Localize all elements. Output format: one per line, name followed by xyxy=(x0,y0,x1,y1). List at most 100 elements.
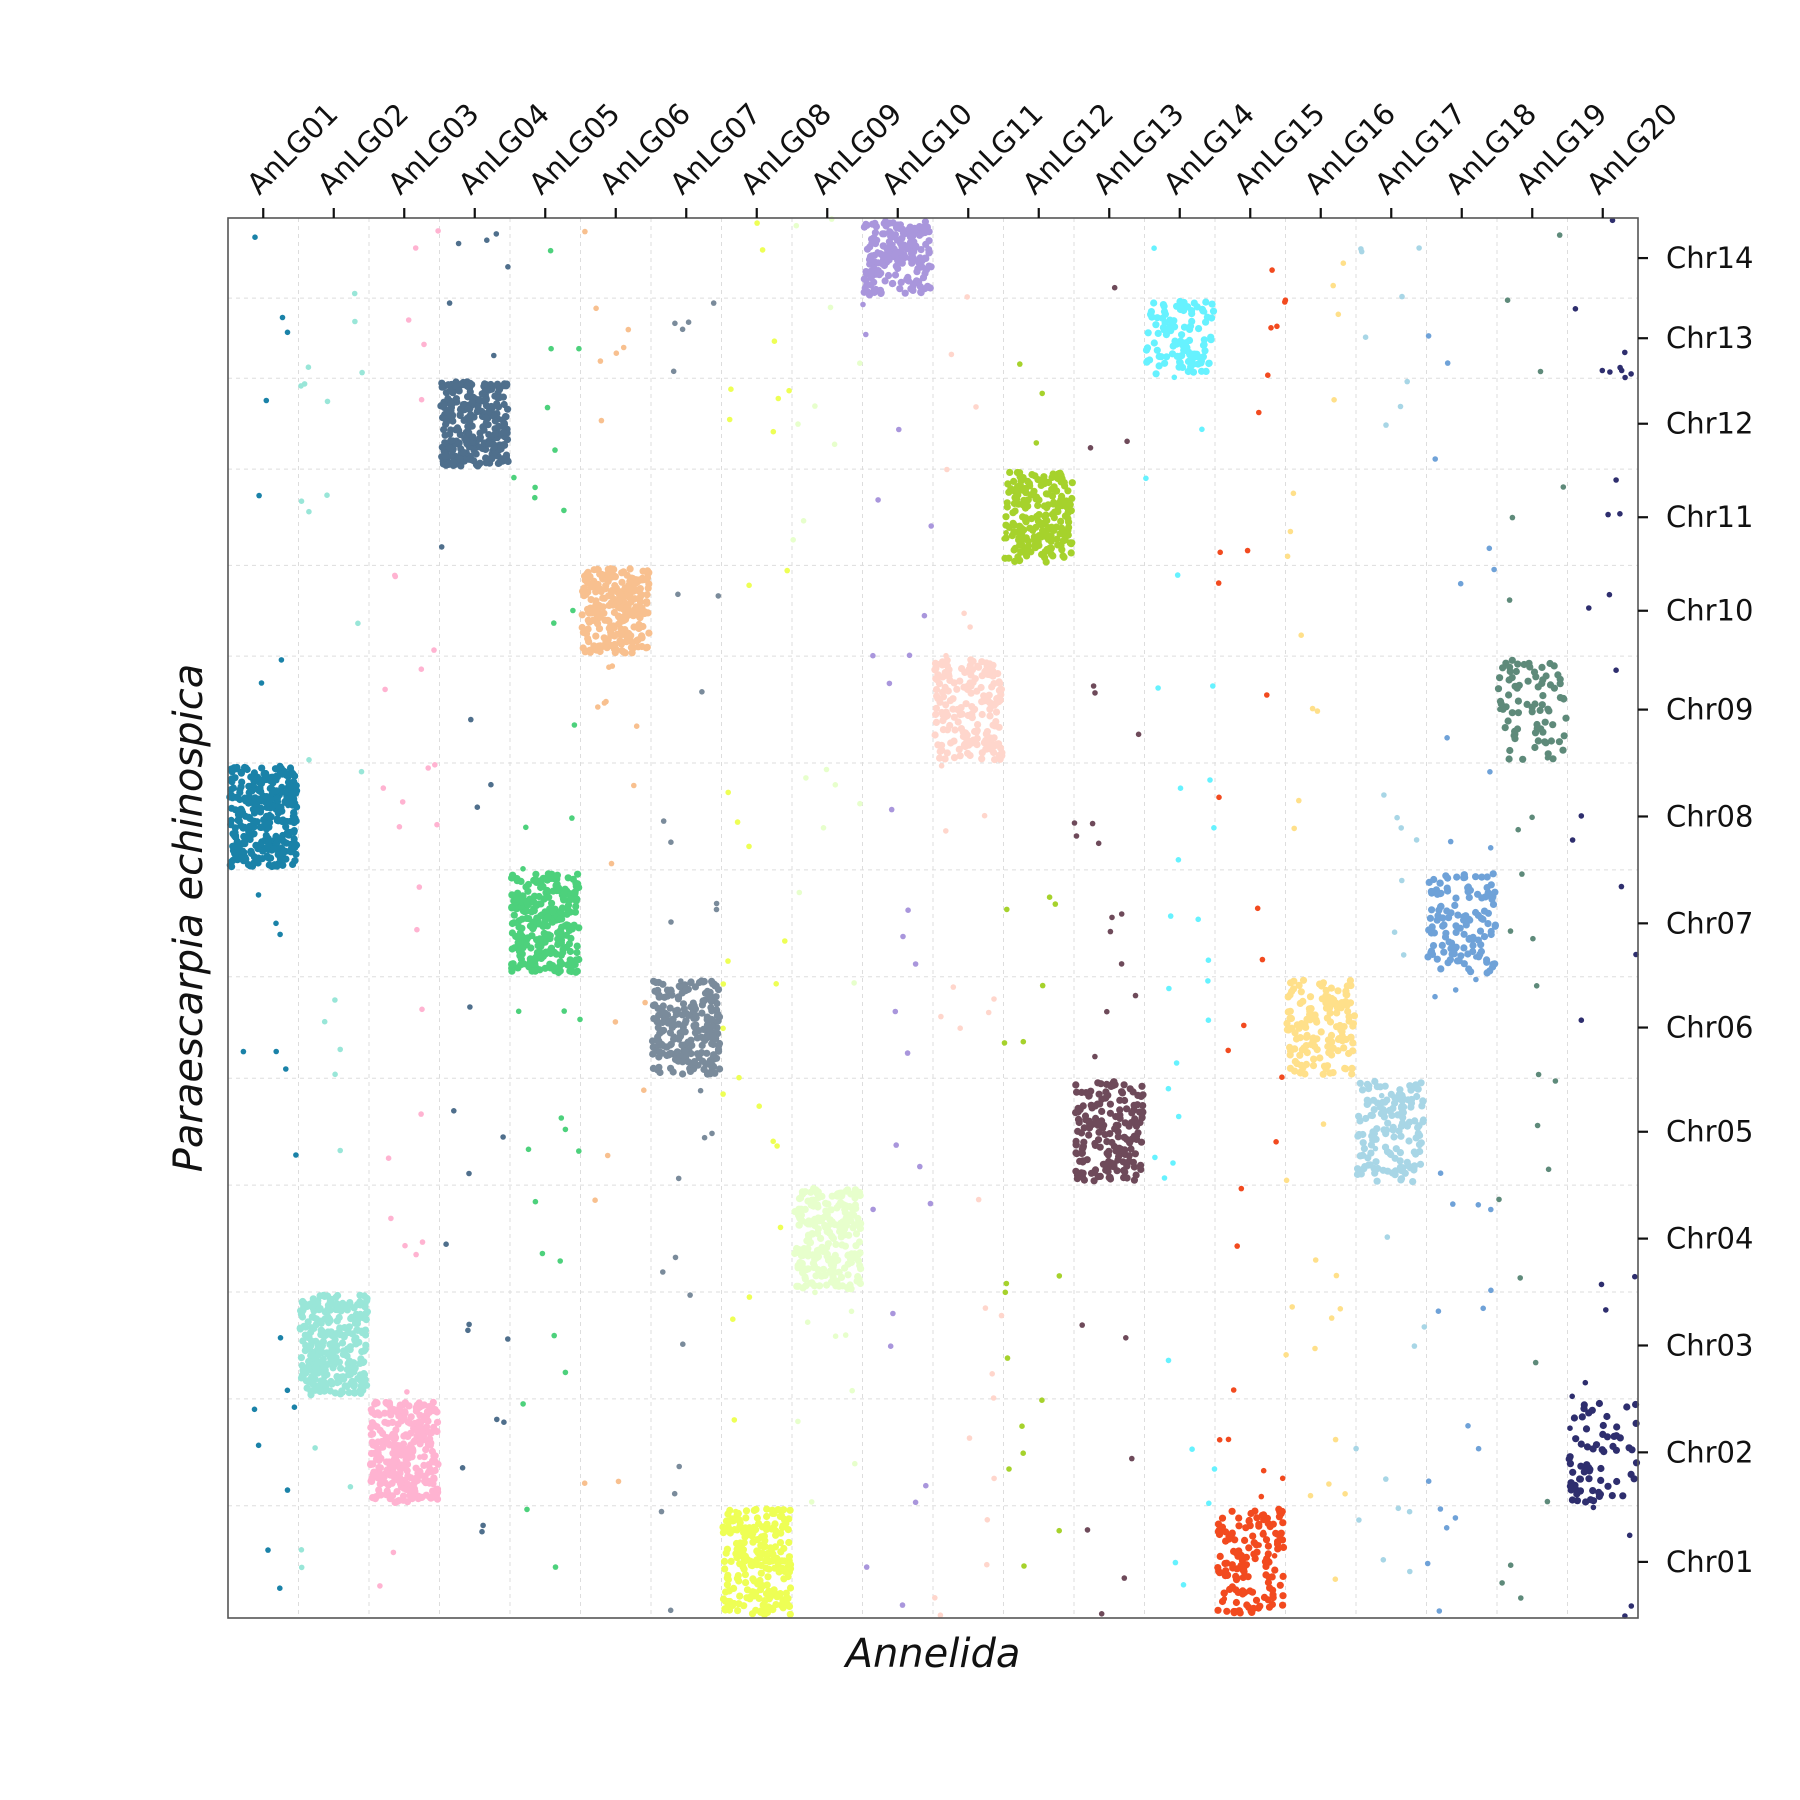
ortholog-point xyxy=(1443,1525,1450,1531)
ortholog-point xyxy=(598,417,605,424)
ortholog-point xyxy=(1032,523,1040,531)
ortholog-point xyxy=(432,762,438,768)
ortholog-point xyxy=(1123,1335,1129,1341)
ortholog-point xyxy=(735,1545,744,1553)
ortholog-point xyxy=(543,886,551,895)
ortholog-point xyxy=(644,584,652,592)
ortholog-point xyxy=(284,773,292,781)
ortholog-point xyxy=(1453,957,1462,965)
ortholog-point xyxy=(1109,914,1115,921)
ortholog-point xyxy=(1519,755,1527,763)
ortholog-point xyxy=(923,1482,929,1489)
ortholog-point xyxy=(1462,921,1470,929)
ortholog-point xyxy=(1080,1176,1088,1184)
ortholog-point xyxy=(1585,1464,1593,1472)
ortholog-point xyxy=(1160,325,1168,333)
ortholog-point xyxy=(383,1399,391,1408)
ortholog-point xyxy=(1400,952,1407,958)
ortholog-point xyxy=(763,1505,771,1513)
ortholog-point xyxy=(1415,1141,1424,1149)
ortholog-point xyxy=(946,697,955,705)
ortholog-point xyxy=(690,1058,699,1066)
ortholog-point xyxy=(916,231,924,239)
ortholog-point xyxy=(523,941,531,949)
ortholog-point xyxy=(1362,334,1369,341)
ortholog-point xyxy=(946,676,954,685)
ortholog-point xyxy=(1437,1506,1444,1512)
ortholog-point xyxy=(476,459,484,467)
ortholog-point xyxy=(817,1234,825,1242)
ortholog-point xyxy=(922,254,930,262)
ortholog-point xyxy=(1312,1345,1318,1352)
ortholog-point xyxy=(1628,1446,1636,1454)
ortholog-point xyxy=(1024,477,1032,485)
ortholog-point xyxy=(536,942,544,950)
ortholog-point xyxy=(629,612,637,620)
ortholog-point xyxy=(943,828,949,834)
ortholog-point xyxy=(685,1011,693,1020)
ortholog-point xyxy=(483,455,491,463)
ortholog-point xyxy=(1283,1026,1291,1034)
ortholog-point xyxy=(583,570,591,578)
ortholog-point xyxy=(446,444,454,452)
ortholog-point xyxy=(1284,1008,1292,1016)
ortholog-point xyxy=(1087,445,1094,451)
ortholog-point xyxy=(978,710,986,719)
ortholog-point xyxy=(1306,993,1315,1001)
ortholog-point xyxy=(1237,1562,1245,1570)
ortholog-point xyxy=(910,226,919,235)
ortholog-point xyxy=(964,294,970,300)
ortholog-point xyxy=(338,1339,347,1347)
ortholog-point xyxy=(1380,1109,1388,1117)
ortholog-point xyxy=(235,817,243,825)
ortholog-point xyxy=(967,656,975,664)
ortholog-point xyxy=(836,1227,844,1236)
ortholog-point xyxy=(1359,1130,1367,1139)
ortholog-point xyxy=(585,638,593,646)
ortholog-point xyxy=(1411,1343,1418,1349)
ortholog-point xyxy=(1264,1542,1272,1550)
ortholog-point xyxy=(908,259,916,267)
ortholog-point xyxy=(306,1342,314,1350)
ortholog-point xyxy=(456,455,464,463)
ortholog-point xyxy=(1405,1118,1414,1126)
ortholog-point xyxy=(975,1196,982,1203)
ortholog-point xyxy=(1577,1462,1585,1470)
ortholog-point xyxy=(991,996,997,1002)
ortholog-point xyxy=(1506,663,1514,671)
ortholog-point xyxy=(252,806,260,814)
ortholog-point xyxy=(344,1328,353,1337)
ortholog-point xyxy=(509,960,517,968)
ortholog-point xyxy=(774,1559,782,1567)
ortholog-point xyxy=(1533,983,1540,989)
ortholog-point xyxy=(431,1406,439,1414)
ortholog-point xyxy=(1613,667,1619,673)
ortholog-point xyxy=(286,782,295,791)
ortholog-point xyxy=(1410,1148,1418,1156)
ortholog-point xyxy=(871,229,880,237)
ortholog-point xyxy=(302,1377,310,1385)
ortholog-point xyxy=(754,220,760,226)
ortholog-point xyxy=(406,1446,414,1454)
ortholog-point xyxy=(466,1321,472,1328)
ortholog-point xyxy=(479,1528,485,1535)
ortholog-point xyxy=(1569,1393,1575,1400)
ortholog-point xyxy=(1097,1080,1105,1088)
ortholog-point xyxy=(1437,965,1445,973)
ortholog-point xyxy=(1421,1324,1428,1330)
ortholog-point xyxy=(1567,1425,1573,1431)
ortholog-point xyxy=(1222,1567,1230,1575)
ortholog-point xyxy=(1121,1133,1129,1142)
ortholog-point xyxy=(648,1037,657,1045)
ortholog-point xyxy=(350,1388,359,1397)
ortholog-point xyxy=(1004,906,1010,913)
ortholog-point xyxy=(1108,1138,1116,1147)
ortholog-point xyxy=(1199,307,1207,315)
ortholog-point xyxy=(1518,1595,1524,1601)
ortholog-point xyxy=(1309,1034,1317,1042)
ortholog-point xyxy=(1342,987,1350,995)
ortholog-point xyxy=(1055,499,1063,507)
ortholog-point xyxy=(1018,524,1026,532)
ortholog-point xyxy=(1003,530,1009,536)
ortholog-point xyxy=(604,1152,611,1159)
